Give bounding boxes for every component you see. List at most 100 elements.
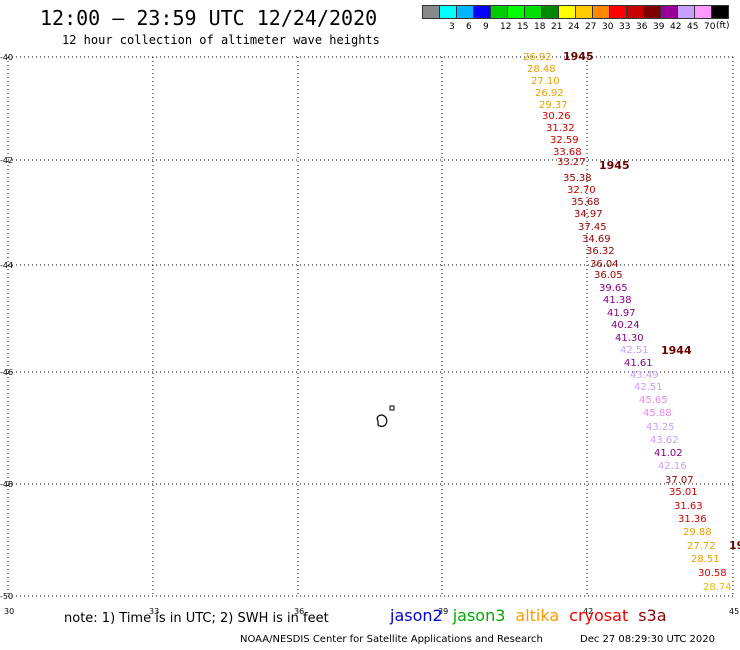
colorbar-tick-label: 3 xyxy=(449,22,455,32)
map-subtitle: 12 hour collection of altimeter wave hei… xyxy=(62,33,380,47)
wave-height-value: 37.45 xyxy=(578,222,607,233)
colorbar-tick-label: 27 xyxy=(585,22,597,32)
satellite-legend-entry: jason2 xyxy=(390,606,443,625)
satellite-legend: jason2 jason3 altika cryosat s3a xyxy=(390,606,667,625)
wave-height-value: 41.61 xyxy=(624,358,653,369)
wave-height-value: 39.65 xyxy=(599,283,628,294)
map-title: 12:00 – 23:59 UTC 12/24/2020 xyxy=(40,6,378,30)
colorbar-swatch: 21 xyxy=(541,5,562,32)
wave-height-value: 33.68 xyxy=(553,147,582,158)
longitude-labels: 30 33 36 39 42 45 xyxy=(4,607,739,616)
latitude-tick-label: -48 xyxy=(0,480,13,489)
wave-height-value: 42.51 xyxy=(634,382,663,393)
wave-height-value: 41.97 xyxy=(607,308,636,319)
colorbar-tick-label: 70 xyxy=(704,22,716,32)
colorbar-swatch xyxy=(711,5,729,19)
wave-height-value: 27.10 xyxy=(531,76,560,87)
islet-outline xyxy=(389,405,395,411)
wave-height-value: 30.58 xyxy=(698,568,727,579)
latitude-tick-label: -50 xyxy=(0,592,13,601)
latitude-tick-label: -46 xyxy=(0,368,13,377)
wave-height-value: 28.51 xyxy=(691,554,720,565)
satellite-legend-entry: cryosat xyxy=(569,606,629,625)
colorbar-tick-label: 45 xyxy=(687,22,699,32)
track-time-label: 1945 xyxy=(563,50,594,63)
colorbar-tick-label: 33 xyxy=(619,22,631,32)
colorbar-tick-label: 30 xyxy=(602,22,614,32)
latitude-labels: -40 -42 -44 -46 -48 -50 xyxy=(0,53,13,601)
wave-height-value: 42.16 xyxy=(658,461,687,472)
wave-height-value: 43.25 xyxy=(646,422,675,433)
colorbar-swatch: 39 xyxy=(643,5,664,32)
wave-height-value: 31.63 xyxy=(674,501,703,512)
wave-height-value: 27.72 xyxy=(687,541,716,552)
track-time-label: 1944 xyxy=(661,344,692,357)
wave-height-value: 42.51 xyxy=(620,345,649,356)
wave-height-value: 28.48 xyxy=(527,64,556,75)
wave-height-value: 45.88 xyxy=(643,408,672,419)
wave-height-value: 35.38 xyxy=(563,173,592,184)
island-outline xyxy=(376,414,388,427)
longitude-tick-label: 39 xyxy=(438,607,448,616)
longitude-tick-label: 30 xyxy=(4,607,14,616)
colorbar-tick-label: 12 xyxy=(500,22,512,32)
wave-height-value: 41.02 xyxy=(654,448,683,459)
longitude-tick-label: 45 xyxy=(729,607,739,616)
colorbar-tick-label: 6 xyxy=(466,22,472,32)
track-time-label: 19 xyxy=(729,539,740,552)
wave-height-value: 28.74 xyxy=(703,582,732,593)
track-time-label: 1945 xyxy=(599,159,630,172)
satellite-legend-entry: altika xyxy=(515,606,560,625)
wave-height-value: 40.24 xyxy=(611,320,640,331)
wave-height-value: 37.07 xyxy=(665,475,694,486)
wave-height-value: 30.26 xyxy=(542,111,571,122)
colorbar-tick-label: 18 xyxy=(534,22,546,32)
satellite-track-values: 26.9228.4827.1026.9229.3730.2631.3232.59… xyxy=(523,52,732,593)
wave-height-value: 41.38 xyxy=(603,295,632,306)
lat-lon-grid xyxy=(7,56,734,597)
colorbar-tick-label: 15 xyxy=(517,22,529,32)
colorbar-tick-label: 24 xyxy=(568,22,580,32)
wave-height-value: 36.04 xyxy=(590,259,619,270)
wave-height-value: 32.59 xyxy=(550,135,579,146)
wave-height-value: 32.70 xyxy=(567,185,596,196)
satellite-legend-entry: jason3 xyxy=(452,606,506,625)
wave-height-value: 45.65 xyxy=(639,395,668,406)
wave-height-value: 36.32 xyxy=(586,246,615,257)
wave-height-colorbar: 3 6 9 12 15 18 21 24 27 30 33 36 39 42 45 70 xyxy=(422,5,729,32)
wave-height-value: 35.68 xyxy=(571,197,600,208)
longitude-tick-label: 33 xyxy=(149,607,159,616)
colorbar-unit-label: (ft) xyxy=(716,21,730,31)
longitude-tick-label: 36 xyxy=(294,607,304,616)
wave-height-value: 41.30 xyxy=(615,333,644,344)
colorbar-tick-label: 21 xyxy=(551,22,563,32)
credit-footer: NOAA/NESDIS Center for Satellite Applica… xyxy=(240,634,543,645)
satellite-legend-entry: s3a xyxy=(638,606,667,625)
wave-height-value: 34.97 xyxy=(574,209,603,220)
wave-height-value: 36.05 xyxy=(594,270,623,281)
colorbar-swatch: 12 xyxy=(490,5,511,32)
wave-height-value: 31.36 xyxy=(678,514,707,525)
colorbar-tick-label: 9 xyxy=(483,22,489,32)
colorbar-swatch: 42 xyxy=(660,5,681,32)
footnote: note: 1) Time is in UTC; 2) SWH is in fe… xyxy=(64,611,329,626)
wave-height-value: 43.49 xyxy=(630,370,659,381)
wave-height-value: 33.27 xyxy=(557,157,586,168)
latitude-tick-label: -44 xyxy=(0,261,13,270)
colorbar-tick-label: 42 xyxy=(670,22,682,32)
colorbar-tick-label: 39 xyxy=(653,22,665,32)
wave-height-value: 43.62 xyxy=(650,435,679,446)
wave-height-value: 29.88 xyxy=(683,527,712,538)
wave-height-value: 29.37 xyxy=(539,100,568,111)
wave-height-value: 31.32 xyxy=(546,123,575,134)
wave-height-value: 26.92 xyxy=(523,52,552,63)
generated-timestamp: Dec 27 08:29:30 UTC 2020 xyxy=(580,634,715,645)
latitude-tick-label: -40 xyxy=(0,53,13,62)
wave-height-value: 26.92 xyxy=(535,88,564,99)
track-time-labels: 1945 1945 1944 19 xyxy=(563,50,740,552)
latitude-tick-label: -42 xyxy=(0,156,13,165)
wave-height-value: 35.01 xyxy=(669,487,698,498)
wave-height-value: 34.69 xyxy=(582,234,611,245)
colorbar-tick-label: 36 xyxy=(636,22,648,32)
